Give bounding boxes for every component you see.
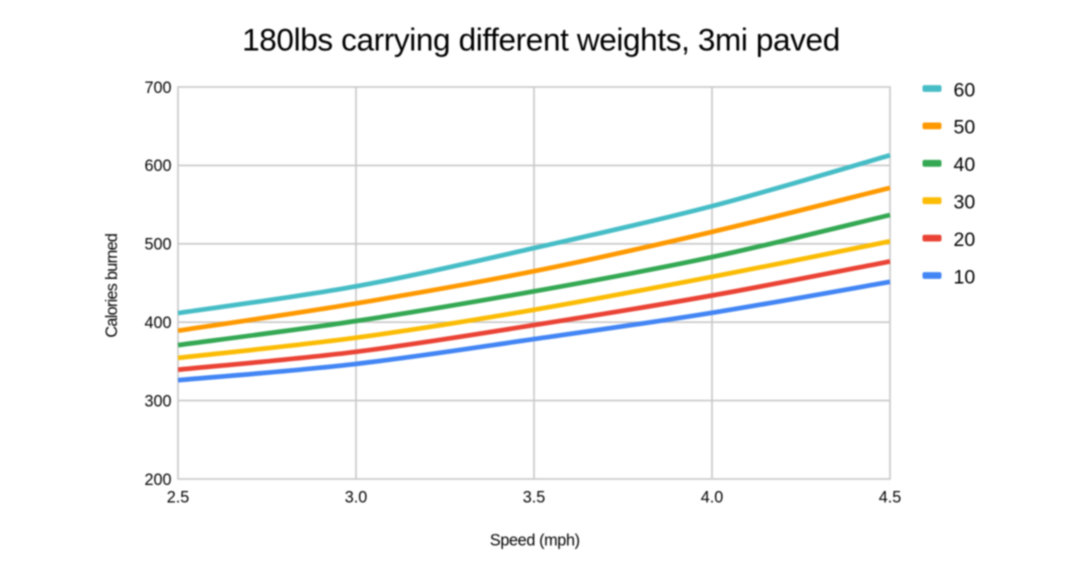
svg-text:Speed (mph): Speed (mph) (490, 532, 580, 550)
svg-text:400: 400 (144, 314, 171, 332)
svg-text:20: 20 (954, 229, 976, 251)
svg-text:4.5: 4.5 (879, 489, 902, 507)
svg-text:3.5: 3.5 (523, 489, 546, 507)
svg-text:500: 500 (144, 236, 171, 254)
svg-text:50: 50 (954, 117, 976, 139)
svg-text:10: 10 (954, 266, 976, 288)
svg-text:4.0: 4.0 (701, 489, 724, 507)
svg-text:60: 60 (954, 79, 976, 101)
svg-text:700: 700 (144, 79, 171, 97)
svg-text:2.5: 2.5 (167, 489, 190, 507)
svg-text:600: 600 (144, 157, 171, 175)
svg-text:200: 200 (144, 471, 171, 489)
svg-text:Calories burned: Calories burned (103, 234, 121, 338)
svg-text:300: 300 (144, 392, 171, 410)
svg-text:3.0: 3.0 (345, 489, 368, 507)
svg-text:40: 40 (954, 154, 976, 176)
svg-text:30: 30 (954, 192, 976, 214)
svg-text:180lbs carrying different weig: 180lbs carrying different weights, 3mi p… (242, 21, 840, 57)
